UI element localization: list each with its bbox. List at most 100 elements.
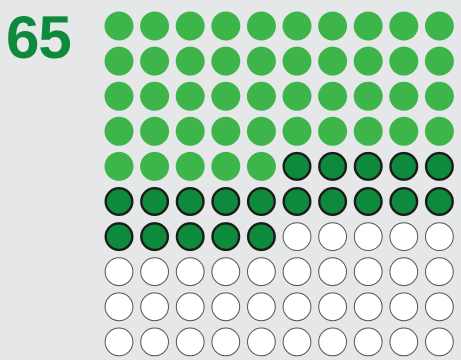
light-green-dot [282, 46, 312, 76]
light-green-dot [353, 81, 383, 111]
light-green-dot [424, 11, 454, 41]
dark-green-dot [246, 222, 276, 252]
light-green-dot [175, 151, 205, 181]
light-green-dot [211, 46, 241, 76]
light-green-dot [211, 151, 241, 181]
empty-dot [211, 327, 241, 357]
light-green-dot [246, 46, 276, 76]
light-green-dot [140, 81, 170, 111]
light-green-dot [389, 11, 419, 41]
light-green-dot [246, 151, 276, 181]
empty-dot [247, 327, 276, 357]
dark-green-dot [318, 151, 348, 181]
light-green-dot [104, 116, 134, 146]
light-green-dot [424, 116, 454, 146]
empty-dot [247, 292, 276, 322]
dark-green-dot [140, 222, 170, 252]
empty-dot [140, 327, 170, 357]
dark-green-dot [389, 151, 419, 181]
light-green-dot [353, 11, 383, 41]
light-green-dot [140, 151, 170, 181]
empty-dot [282, 257, 312, 287]
empty-dot [353, 327, 383, 357]
light-green-dot [140, 116, 170, 146]
light-green-dot [282, 11, 312, 41]
dark-green-dot [424, 186, 454, 216]
light-green-dot [389, 46, 419, 76]
empty-dot [104, 292, 134, 322]
empty-dot [247, 257, 276, 287]
light-green-dot [318, 81, 348, 111]
light-green-dot [104, 81, 134, 111]
light-green-dot [246, 116, 276, 146]
empty-dot [211, 292, 241, 322]
headline-value: 65 [6, 4, 72, 71]
light-green-dot [140, 11, 170, 41]
dark-green-dot [424, 151, 454, 181]
dark-green-dot [211, 186, 241, 216]
empty-dot [318, 257, 348, 287]
empty-dot [389, 257, 419, 287]
dark-green-dot [246, 186, 276, 216]
light-green-dot [353, 46, 383, 76]
empty-dot [425, 292, 454, 322]
light-green-dot [104, 11, 134, 41]
light-green-dot [282, 116, 312, 146]
empty-dot [175, 257, 205, 287]
dark-green-dot [104, 222, 134, 252]
empty-dot [425, 327, 454, 357]
empty-dot [282, 292, 312, 322]
light-green-dot [353, 116, 383, 146]
light-green-dot [104, 151, 134, 181]
light-green-dot [246, 81, 276, 111]
empty-dot [104, 257, 134, 287]
empty-dot [389, 222, 419, 252]
dark-green-dot [175, 222, 205, 252]
light-green-dot [140, 46, 170, 76]
dark-green-dot [104, 186, 134, 216]
empty-dot [353, 292, 383, 322]
empty-dot [318, 292, 348, 322]
dark-green-dot [175, 186, 205, 216]
empty-dot [140, 257, 170, 287]
light-green-dot [175, 46, 205, 76]
empty-dot [211, 257, 241, 287]
light-green-dot [104, 46, 134, 76]
dark-green-dot [353, 151, 383, 181]
dark-green-dot [389, 186, 419, 216]
empty-dot [425, 257, 454, 287]
light-green-dot [282, 81, 312, 111]
empty-dot [318, 222, 348, 252]
dark-green-dot [318, 186, 348, 216]
empty-dot [140, 292, 170, 322]
light-green-dot [389, 81, 419, 111]
empty-dot [282, 327, 312, 357]
dark-green-dot [140, 186, 170, 216]
light-green-dot [389, 116, 419, 146]
light-green-dot [424, 81, 454, 111]
light-green-dot [424, 46, 454, 76]
light-green-dot [211, 11, 241, 41]
light-green-dot [175, 11, 205, 41]
light-green-dot [175, 81, 205, 111]
empty-dot [353, 222, 383, 252]
empty-dot [104, 327, 134, 357]
light-green-dot [211, 81, 241, 111]
light-green-dot [318, 46, 348, 76]
dark-green-dot [353, 186, 383, 216]
empty-dot [175, 292, 205, 322]
empty-dot [318, 327, 348, 357]
empty-dot [175, 327, 205, 357]
empty-dot [425, 222, 454, 252]
dark-green-dot [282, 186, 312, 216]
empty-dot [389, 327, 419, 357]
light-green-dot [318, 11, 348, 41]
empty-dot [389, 292, 419, 322]
light-green-dot [246, 11, 276, 41]
dark-green-dot [211, 222, 241, 252]
light-green-dot [175, 116, 205, 146]
light-green-dot [211, 116, 241, 146]
empty-dot [353, 257, 383, 287]
light-green-dot [318, 116, 348, 146]
